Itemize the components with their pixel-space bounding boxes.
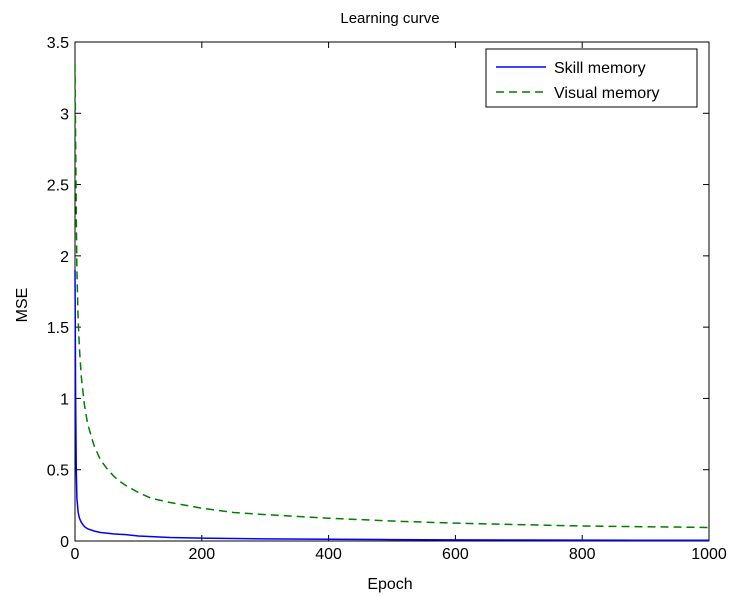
x-tick-label: 800 (569, 546, 596, 563)
series-line-visual-memory (74, 63, 710, 529)
y-axis-label: MSE (14, 288, 31, 323)
legend-box (485, 48, 698, 108)
x-axis-label: Epoch (367, 576, 412, 593)
legend-label: Visual memory (554, 85, 660, 102)
y-tick-label: 1 (60, 391, 69, 408)
x-tick-label: 200 (188, 546, 215, 563)
y-tick-label: 1.5 (47, 320, 69, 337)
x-tick-label: 600 (442, 546, 469, 563)
y-tick-label: 2 (60, 249, 69, 266)
x-tick-label: 0 (71, 546, 80, 563)
plot-area-frame (74, 41, 710, 542)
y-tick-label: 3 (60, 106, 69, 123)
legend-label: Skill memory (554, 60, 646, 77)
series-line-skill-memory (74, 270, 709, 542)
y-tick-label: 2.5 (47, 178, 69, 195)
x-tick-label: 400 (315, 546, 342, 563)
y-tick-label: 0 (60, 534, 69, 551)
chart-title: Learning curve (340, 10, 439, 27)
y-tick-label: 3.5 (47, 35, 69, 52)
y-tick-label: 0.5 (47, 463, 69, 480)
x-tick-label: 1000 (691, 546, 727, 563)
